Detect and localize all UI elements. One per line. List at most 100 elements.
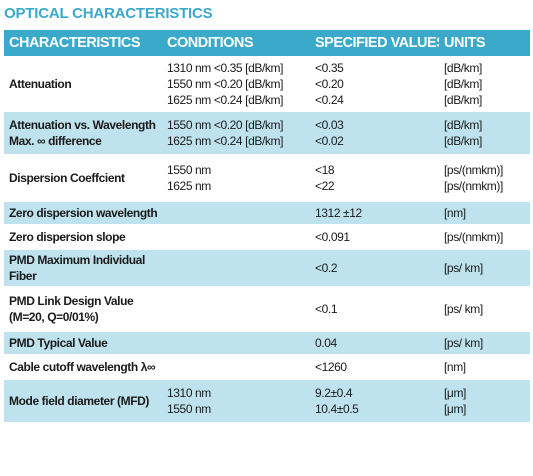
conditions-line: 1625 nm <0.24 [dB/km] — [167, 93, 284, 107]
cell-characteristic: Mode field diameter (MFD) — [4, 378, 162, 422]
cell-units: [nm] — [439, 354, 530, 378]
units-line: [ps/(nmkm)] — [444, 163, 503, 177]
cell-units: [ps/ km] — [439, 286, 530, 330]
conditions-line: 1550 nm <0.20 [dB/km] — [167, 118, 284, 132]
cell-specified-value: <1260 — [310, 354, 439, 378]
units-line: [ps/(nmkm)] — [444, 179, 503, 193]
characteristic-line: (M=20, Q=0/01%) — [9, 310, 99, 324]
cell-units: [ps/ km] — [439, 330, 530, 354]
cell-conditions: 1550 nm 1625 nm — [162, 154, 310, 200]
cell-characteristic: Zero dispersion slope — [4, 224, 162, 248]
units-line: [dB/km] — [444, 61, 482, 75]
cell-units: [ps/(nmkm)] — [439, 224, 530, 248]
table-header-row: CHARACTERISTICS CONDITIONS SPECIFIED VAL… — [4, 30, 530, 56]
table-row: Attenuation 1310 nm <0.35 [dB/km] 1550 nm … — [4, 56, 530, 110]
table-row: Dispersion Coeffcient 1550 nm 1625 nm <18 <2… — [4, 154, 530, 200]
conditions-line: 1550 nm — [167, 402, 211, 416]
cell-conditions — [162, 286, 310, 330]
cell-characteristic: Attenuation — [4, 56, 162, 110]
cell-characteristic: PMD Typical Value — [4, 330, 162, 354]
units-line: [ps/ km] — [444, 302, 483, 316]
conditions-line: 1550 nm — [167, 163, 211, 177]
conditions-line: 1550 nm <0.20 [dB/km] — [167, 77, 284, 91]
cell-characteristic: Zero dispersion wavelength — [4, 200, 162, 224]
table-row: PMD Maximum Individual Fiber <0.2 [ps/ km] — [4, 248, 530, 286]
cell-conditions: 1310 nm 1550 nm — [162, 378, 310, 422]
cell-conditions: 1310 nm <0.35 [dB/km] 1550 nm <0.20 [dB/k… — [162, 56, 310, 110]
cell-units: [nm] — [439, 200, 530, 224]
cell-conditions — [162, 224, 310, 248]
cell-conditions — [162, 248, 310, 286]
units-line: [dB/km] — [444, 118, 482, 132]
conditions-line: 1625 nm <0.24 [dB/km] — [167, 134, 284, 148]
table-row: PMD Link Design Value (M=20, Q=0/01%) <0.1… — [4, 286, 530, 330]
specified-value-line: 10.4±0.5 — [315, 402, 359, 416]
cell-specified-value: <18 <22 — [310, 154, 439, 200]
units-line: [μm] — [444, 402, 466, 416]
cell-units: [dB/km] [dB/km] — [439, 110, 530, 154]
specified-value-line: 0.04 — [315, 336, 337, 350]
specified-value-line: <1260 — [315, 360, 347, 374]
characteristic-line: PMD Maximum Individual — [9, 253, 145, 267]
specified-value-line: 9.2±0.4 — [315, 386, 353, 400]
characteristic-line: Attenuation vs. Wavelength — [9, 118, 156, 132]
table-row: Mode field diameter (MFD) 1310 nm 1550 nm 9… — [4, 378, 530, 422]
table-row: Zero dispersion slope <0.091 [ps/(nmkm)] — [4, 224, 530, 248]
cell-specified-value: <0.03 <0.02 — [310, 110, 439, 154]
units-line: [ps/ km] — [444, 261, 483, 275]
characteristic-line: Zero dispersion slope — [9, 230, 126, 244]
characteristic-line: Fiber — [9, 269, 37, 283]
units-line: [dB/km] — [444, 134, 482, 148]
characteristic-line: Dispersion Coeffcient — [9, 171, 125, 185]
cell-specified-value: <0.2 — [310, 248, 439, 286]
cell-specified-value: 0.04 — [310, 330, 439, 354]
cell-specified-value: <0.1 — [310, 286, 439, 330]
cell-characteristic: Attenuation vs. Wavelength Max. ∞ differe… — [4, 110, 162, 154]
characteristic-line: Cable cutoff wavelength λ∞ — [9, 360, 156, 374]
optical-characteristics-table: CHARACTERISTICS CONDITIONS SPECIFIED VAL… — [4, 30, 530, 422]
conditions-line: 1310 nm — [167, 386, 211, 400]
characteristic-line: Mode field diameter (MFD) — [9, 394, 150, 408]
conditions-line: 1310 nm <0.35 [dB/km] — [167, 61, 284, 75]
cell-conditions — [162, 200, 310, 224]
cell-characteristic: Dispersion Coeffcient — [4, 154, 162, 200]
specified-value-line: <0.03 — [315, 118, 344, 132]
header-specified-values: SPECIFIED VALUES — [310, 30, 439, 56]
cell-specified-value: 9.2±0.4 10.4±0.5 — [310, 378, 439, 422]
characteristic-line: PMD Link Design Value — [9, 294, 134, 308]
units-line: [nm] — [444, 360, 466, 374]
cell-characteristic: Cable cutoff wavelength λ∞ — [4, 354, 162, 378]
specified-value-line: <0.1 — [315, 302, 338, 316]
cell-units: [ps/(nmkm)] [ps/(nmkm)] — [439, 154, 530, 200]
cell-specified-value: 1312 ±12 — [310, 200, 439, 224]
units-line: [μm] — [444, 386, 466, 400]
page-title: OPTICAL CHARACTERISTICS — [4, 5, 213, 22]
conditions-line: 1625 nm — [167, 179, 211, 193]
table-row: Cable cutoff wavelength λ∞ <1260 [nm] — [4, 354, 530, 378]
units-line: [ps/(nmkm)] — [444, 230, 503, 244]
characteristic-line: Max. ∞ difference — [9, 134, 102, 148]
table-row: PMD Typical Value 0.04 [ps/ km] — [4, 330, 530, 354]
table-row: Zero dispersion wavelength 1312 ±12 [nm] — [4, 200, 530, 224]
specified-value-line: <0.2 — [315, 261, 338, 275]
specified-value-line: <0.091 — [315, 230, 350, 244]
characteristic-line: Attenuation — [9, 77, 72, 91]
characteristic-line: Zero dispersion wavelength — [9, 206, 158, 220]
cell-units: [ps/ km] — [439, 248, 530, 286]
header-units: UNITS — [439, 30, 530, 56]
cell-units: [dB/km] [dB/km] [dB/km] — [439, 56, 530, 110]
units-line: [ps/ km] — [444, 336, 483, 350]
cell-specified-value: <0.091 — [310, 224, 439, 248]
specified-value-line: <22 — [315, 179, 335, 193]
specified-value-line: <0.02 — [315, 134, 344, 148]
units-line: [dB/km] — [444, 77, 482, 91]
specified-value-line: 1312 ±12 — [315, 206, 362, 220]
cell-specified-value: <0.35 <0.20 <0.24 — [310, 56, 439, 110]
cell-conditions — [162, 330, 310, 354]
cell-conditions — [162, 354, 310, 378]
specified-value-line: <0.20 — [315, 77, 344, 91]
specified-value-line: <0.24 — [315, 93, 344, 107]
characteristic-line: PMD Typical Value — [9, 336, 108, 350]
header-conditions: CONDITIONS — [162, 30, 310, 56]
table-row: Attenuation vs. Wavelength Max. ∞ differe… — [4, 110, 530, 154]
